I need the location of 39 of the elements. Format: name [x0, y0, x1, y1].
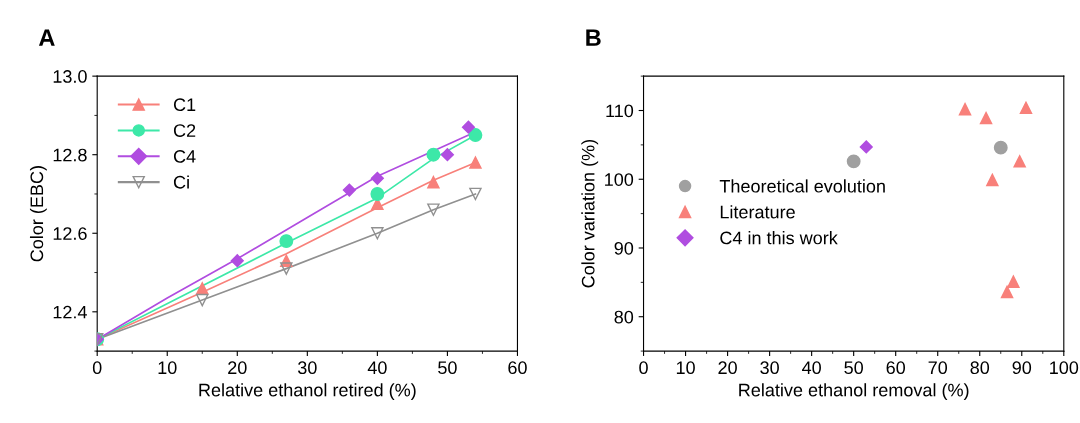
y-tick-label: 80 [614, 310, 634, 324]
x-tick-label: 20 [718, 361, 737, 375]
x-tick-label: 50 [844, 361, 864, 375]
x-tick-label: 30 [760, 361, 779, 375]
y-tick-label: 12.4 [53, 305, 87, 319]
y-axis-title: Color variation (%) [581, 139, 599, 288]
x-tick-label: 0 [639, 361, 648, 375]
legend-label: Ci [173, 175, 189, 189]
x-tick-label: 20 [228, 361, 247, 375]
chart-title: A [38, 29, 55, 46]
x-tick-label: 70 [928, 361, 948, 375]
legend-label: C1 [173, 98, 196, 112]
x-tick-label: 0 [92, 361, 102, 375]
x-tick-label: 90 [1012, 361, 1032, 375]
x-tick-label: 60 [508, 361, 527, 375]
legend-label: Theoretical evolution [719, 179, 885, 193]
chart-title: B [586, 29, 601, 46]
y-axis-title: Color (EBC) [29, 166, 47, 262]
y-tick-label: 110 [606, 104, 634, 118]
legend-label: Literature [720, 205, 795, 219]
x-tick-label: 40 [367, 361, 387, 375]
x-tick-label: 30 [297, 361, 317, 375]
y-tick-label: 100 [605, 173, 634, 186]
x-tick-label: 100 [1050, 361, 1079, 375]
x-tick-label: 10 [158, 361, 177, 375]
legend-label: C2 [173, 124, 196, 137]
y-tick-label: 13.0 [53, 70, 87, 83]
legend-label: C4 [173, 150, 196, 163]
x-tick-label: 80 [970, 361, 990, 375]
legend-label: C4 in this work [720, 231, 838, 245]
x-tick-label: 50 [438, 361, 457, 375]
x-axis-title: Relative ethanol removal (%) [739, 383, 969, 401]
x-tick-label: 60 [886, 361, 906, 375]
x-tick-label: 40 [802, 361, 821, 375]
y-tick-label: 12.6 [53, 227, 87, 240]
x-axis-title: Relative ethanol retired (%) [199, 383, 416, 401]
y-tick-label: 90 [614, 241, 634, 255]
y-tick-label: 12.8 [53, 148, 87, 162]
x-tick-label: 10 [676, 361, 695, 375]
